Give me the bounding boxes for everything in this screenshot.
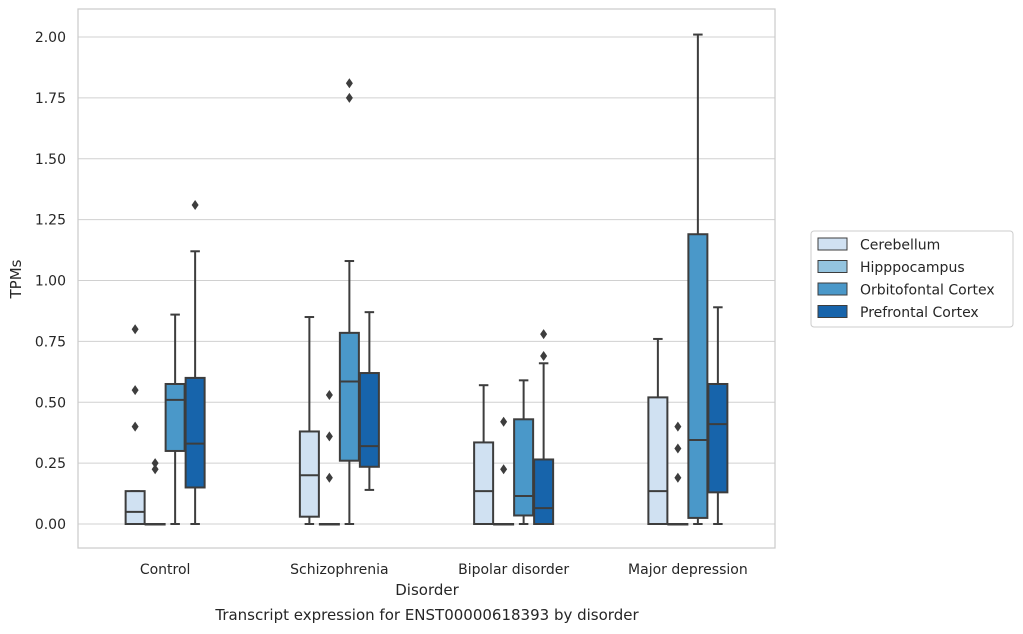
outlier-marker: [131, 324, 139, 335]
plot-frame: [77, 8, 776, 549]
box-1-2: [338, 78, 360, 525]
legend-frame: [810, 230, 1014, 328]
y-tick-label: 1.75: [35, 91, 66, 107]
box-2-3: [533, 329, 555, 525]
outlier-marker: [674, 421, 682, 432]
outlier-marker: [345, 92, 353, 103]
outlier-marker: [151, 464, 159, 475]
box-1-3: [358, 311, 380, 491]
outlier-marker: [540, 329, 548, 340]
y-tick-label: 1.50: [35, 152, 66, 168]
box-0-2: [164, 313, 186, 525]
box-iqr: [358, 372, 380, 468]
x-axis-ticks: Control Schizophrenia Bipolar disorder Majo…: [140, 562, 748, 578]
box-2-2: [513, 379, 535, 525]
box-iqr: [124, 490, 146, 526]
y-tick-label: 2.00: [35, 30, 66, 46]
box-iqr: [513, 418, 535, 517]
box-2-1: [493, 416, 515, 526]
legend: Cerebellum Hipppocampus Orbitofontal Corte…: [810, 230, 1014, 328]
y-tick-label: 0.00: [35, 517, 66, 533]
y-tick-label: 1.25: [35, 213, 66, 229]
y-axis-label: TPMs: [7, 259, 25, 299]
box-3-1: [667, 421, 689, 526]
box-plots: [124, 33, 729, 526]
x-tick-label: Control: [140, 562, 191, 578]
box-iqr: [184, 376, 206, 489]
outlier-marker: [325, 431, 333, 442]
outlier-marker: [345, 78, 353, 89]
y-axis-ticks: 0.00 0.25 0.50 0.75 1.00 1.25 1.50 1.75 2.00: [35, 30, 66, 533]
legend-label: Hipppocampus: [860, 260, 965, 276]
outlier-marker: [151, 458, 159, 469]
legend-swatch: [817, 260, 848, 273]
box-iqr: [707, 382, 729, 494]
outlier-marker: [674, 472, 682, 483]
x-axis-label: Disorder: [395, 581, 459, 599]
outlier-marker: [500, 464, 508, 475]
y-tick-label: 0.50: [35, 395, 66, 411]
outlier-marker: [131, 385, 139, 396]
x-tick-label: Bipolar disorder: [458, 562, 569, 578]
box-0-1: [144, 458, 166, 526]
legend-label: Cerebellum: [860, 238, 940, 254]
box-iqr: [647, 396, 669, 526]
box-iqr: [473, 441, 495, 525]
box-1-0: [298, 316, 320, 525]
box-0-3: [184, 200, 206, 525]
box-iqr: [338, 331, 360, 462]
outlier-marker: [674, 443, 682, 454]
x-tick-label: Schizophrenia: [290, 562, 388, 578]
y-tick-label: 0.75: [35, 334, 66, 350]
legend-label: Prefrontal Cortex: [860, 305, 979, 321]
outlier-marker: [325, 389, 333, 400]
y-tick-label: 0.25: [35, 456, 66, 472]
box-iqr: [533, 458, 555, 525]
outlier-marker: [500, 416, 508, 427]
outlier-marker: [191, 200, 199, 211]
legend-swatch: [817, 305, 848, 318]
outlier-marker: [131, 421, 139, 432]
box-3-0: [647, 337, 669, 526]
box-iqr: [687, 233, 709, 519]
outlier-marker: [325, 472, 333, 483]
y-tick-label: 1.00: [35, 274, 66, 290]
legend-label: Orbitofontal Cortex: [860, 283, 995, 299]
box-3-2: [687, 33, 709, 525]
figure-caption: Transcript expression for ENST0000061839…: [215, 606, 639, 624]
box-iqr: [298, 430, 320, 518]
x-tick-label: Major depression: [628, 562, 748, 578]
outlier-marker: [540, 350, 548, 361]
box-3-3: [707, 306, 729, 525]
legend-swatch: [817, 237, 848, 251]
box-0-0: [124, 324, 146, 526]
box-2-0: [473, 384, 495, 525]
box-1-1: [318, 389, 340, 526]
box-iqr: [164, 382, 186, 452]
legend-swatch: [817, 282, 848, 296]
